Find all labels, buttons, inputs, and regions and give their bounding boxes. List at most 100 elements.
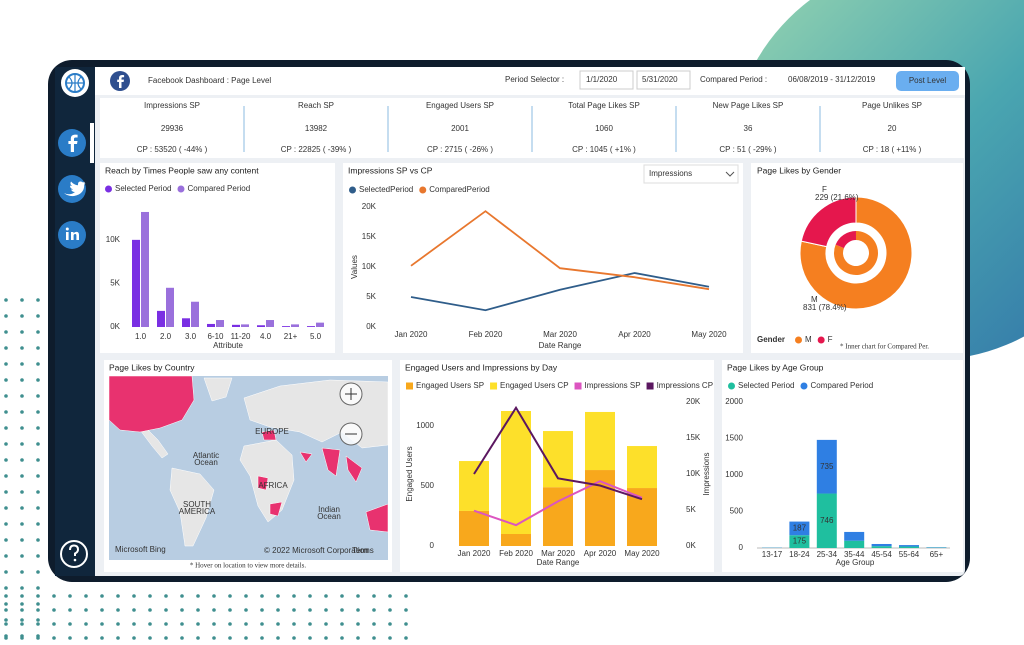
- chart-title: Reach by Times People saw any content: [105, 165, 259, 175]
- kpi-label: Engaged Users SP: [426, 101, 494, 110]
- x-tick-label: 21+: [284, 332, 298, 341]
- dropdown[interactable]: [643, 164, 739, 184]
- bar: [182, 318, 190, 327]
- decor-dot: [244, 636, 248, 640]
- post-level-button[interactable]: [896, 71, 959, 91]
- decor-dot: [36, 394, 40, 398]
- date-start-input[interactable]: [579, 70, 634, 90]
- decor-dot: [36, 458, 40, 462]
- dropdown-chevron: [725, 171, 735, 177]
- sidebar-icons: [58, 69, 94, 568]
- bar: [307, 326, 315, 327]
- decor-dot: [148, 622, 152, 626]
- decor-dot: [372, 622, 376, 626]
- decor-dot: [36, 426, 40, 430]
- legend-label: Engaged Users CP: [500, 381, 568, 390]
- decor-dot: [4, 554, 8, 558]
- decor-dot: [36, 362, 40, 366]
- decor-dot: [84, 622, 88, 626]
- decor-dot: [4, 586, 8, 590]
- bar-segment: [899, 545, 919, 547]
- decor-dot: [260, 608, 264, 612]
- y-tick-label: 500: [421, 481, 435, 490]
- decor-dot: [36, 378, 40, 382]
- kpi-value: 20: [888, 124, 897, 133]
- decor-dot: [292, 594, 296, 598]
- decor-dot: [36, 506, 40, 510]
- y-tick-label: 20K: [686, 397, 701, 406]
- bar-segment: [789, 521, 810, 536]
- legend-label: Compared Period: [187, 184, 250, 193]
- decor-dot: [68, 636, 72, 640]
- legend-label: ComparedPeriod: [429, 185, 489, 194]
- decor-dot: [388, 622, 392, 626]
- x-tick-label: May 2020: [624, 549, 660, 558]
- bar: [191, 301, 199, 327]
- post-level-button-label[interactable]: Post Level: [909, 76, 947, 85]
- bar-segment: [844, 531, 865, 541]
- decor-dot: [36, 474, 40, 478]
- x-tick-label: 65+: [930, 550, 944, 559]
- legend-swatch: [490, 382, 498, 390]
- active-indicator: [90, 123, 94, 163]
- map-label: Ocean: [194, 458, 218, 467]
- decor-dot: [20, 394, 24, 398]
- map-highlight-region: [257, 475, 269, 491]
- decor-dot: [84, 594, 88, 598]
- chart-note: * Inner chart for Compared Per.: [840, 343, 929, 351]
- y-tick-label: 15K: [686, 433, 701, 442]
- decor-dot: [20, 622, 24, 626]
- decor-dot: [228, 594, 232, 598]
- legend-label: Compared Period: [810, 381, 873, 390]
- decor-dot: [20, 618, 24, 622]
- x-tick-label: Jan 2020: [395, 330, 428, 339]
- decor-dot: [292, 636, 296, 640]
- decor-dot: [20, 636, 24, 640]
- decor-dot: [4, 474, 8, 478]
- decor-dot: [20, 442, 24, 446]
- compared-range: 06/08/2019 - 31/12/2019: [788, 75, 876, 84]
- decor-dot: [292, 608, 296, 612]
- decor-dot: [356, 594, 360, 598]
- kpi-value: 36: [744, 124, 753, 133]
- decor-dot: [260, 636, 264, 640]
- decor-dot: [4, 602, 8, 606]
- decor-dot: [116, 608, 120, 612]
- decor-dot: [20, 458, 24, 462]
- data-label: 746: [820, 516, 834, 525]
- kpi-value: 2001: [451, 124, 469, 133]
- kpi-compared: CP : 53520 ( -44% ): [137, 145, 208, 154]
- y-axis-label: Values: [350, 255, 359, 279]
- decor-dot: [36, 586, 40, 590]
- map-highlight-region: [321, 447, 341, 477]
- decor-dot: [116, 594, 120, 598]
- x-axis-label: Age Group: [836, 558, 875, 567]
- kpi-value: 13982: [305, 124, 328, 133]
- data-label: 229 (21.6%): [815, 193, 859, 202]
- legend-swatch: [646, 382, 654, 390]
- help-glyph-dot: [73, 558, 77, 562]
- map-label: AFRICA: [258, 481, 288, 490]
- decor-dot: [132, 622, 136, 626]
- date-end-input[interactable]: [636, 70, 691, 90]
- decor-dot: [180, 622, 184, 626]
- decor-dot: [20, 554, 24, 558]
- date-end: 5/31/2020: [642, 75, 678, 84]
- decor-dot: [324, 608, 328, 612]
- kpi-label: Page Unlikes SP: [862, 101, 922, 110]
- x-tick-label: Mar 2020: [541, 549, 575, 558]
- decor-dot: [4, 378, 8, 382]
- decor-dot: [36, 618, 40, 622]
- map-highlight-region: [299, 451, 313, 463]
- map-terms-link[interactable]: Terms: [352, 546, 374, 555]
- dropdown-label[interactable]: Impressions: [649, 169, 692, 178]
- y-tick-label: 15K: [362, 232, 377, 241]
- legend-swatch: [817, 336, 825, 344]
- decor-dot: [36, 346, 40, 350]
- decor-dot: [324, 594, 328, 598]
- legend-swatch: [800, 382, 808, 390]
- bar: [157, 310, 165, 327]
- decor-dot: [36, 570, 40, 574]
- help-button[interactable]: [60, 540, 88, 568]
- kpi-compared: CP : 1045 ( +1% ): [572, 145, 636, 154]
